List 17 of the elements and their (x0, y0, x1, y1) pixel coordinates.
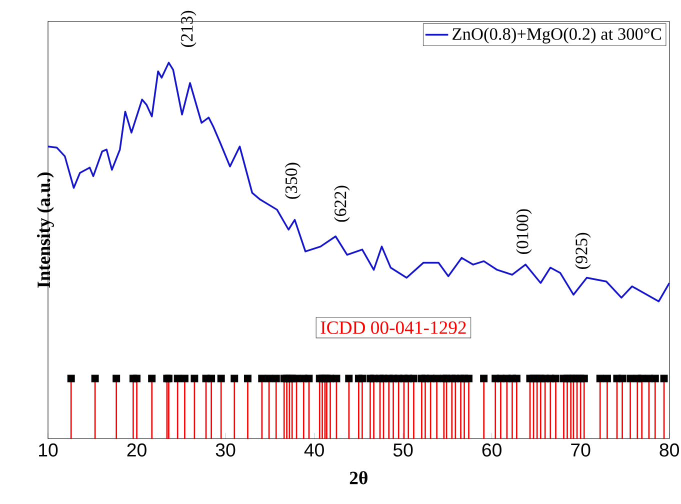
annotation: (350) (284, 162, 301, 199)
x-tick-label: 70 (571, 443, 590, 457)
x-tick-label: 80 (660, 443, 679, 457)
x-tick-label: 40 (304, 443, 324, 457)
y-axis-title: Intensity (a.u.) (36, 172, 54, 288)
legend-label: ZnO(0.8)+MgO(0.2) at 300°C (452, 28, 661, 44)
text: (213) (180, 10, 196, 47)
x-tick-label: 60 (482, 443, 502, 457)
x-tick-label: 50 (393, 443, 413, 457)
annotation: (622) (334, 186, 350, 222)
x-tick-label: 10 (39, 443, 58, 457)
x-tick-label: 20 (127, 443, 146, 457)
annotation: (0100) (516, 209, 532, 254)
x-axis-title: 2θ (350, 471, 368, 484)
annotation: (925) (575, 232, 591, 269)
x-tick-label: 30 (216, 443, 236, 457)
annotation: ICDD 00-041-1292 (320, 321, 466, 334)
